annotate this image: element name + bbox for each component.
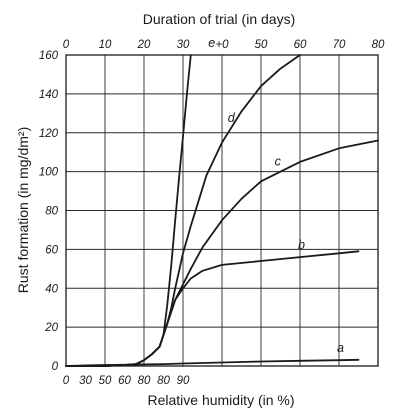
y-tick-label: 120 [39, 128, 59, 140]
x-tick-label: 30 [79, 375, 92, 387]
y-tick-label: 140 [39, 89, 59, 101]
y-tick-labels: 0 20 40 60 80 100 120 140 160 [39, 50, 59, 373]
x-tick-label: 80 [138, 375, 151, 387]
series-line-e [65, 54, 192, 367]
x-tick-label: 90 [177, 375, 190, 387]
x2-tick-label: 0 [63, 39, 70, 51]
x2-tick-labels: 0 10 20 30 +0 50 60 70 80 [63, 39, 385, 51]
x2-tick-label: 50 [255, 39, 268, 51]
series-label-b: b [298, 238, 305, 252]
series-labels: a b c d e [208, 36, 344, 355]
series-label-e: e [208, 36, 215, 50]
y-tick-label: 80 [45, 206, 58, 218]
x2-tick-label: 70 [333, 39, 346, 51]
series-label-c: c [275, 155, 282, 169]
series-line-a [65, 358, 360, 367]
x-tick-label: 0 [63, 375, 70, 387]
x2-tick-label: 60 [294, 39, 307, 51]
x-tick-label: 60 [118, 375, 131, 387]
y-tick-label: 0 [52, 361, 59, 373]
y-tick-label: 40 [45, 283, 58, 295]
top-axis-title: Duration of trial (in days) [143, 11, 296, 27]
y-tick-label: 100 [39, 167, 59, 179]
series-line-b [65, 250, 360, 367]
y-tick-label: 160 [39, 50, 59, 62]
x2-tick-label: 30 [177, 39, 190, 51]
y-tick-label: 60 [45, 244, 58, 256]
x2-tick-label: 20 [137, 39, 151, 51]
x-tick-labels: 0 30 50 60 80 80 90 [63, 375, 190, 387]
series-label-d: d [228, 111, 236, 125]
y-tick-label: 20 [44, 322, 58, 334]
grid-lines [65, 54, 379, 367]
x2-tick-label: +0 [215, 39, 229, 51]
x-tick-label: 80 [157, 375, 170, 387]
x2-tick-label: 10 [99, 39, 112, 51]
x2-tick-label: 80 [372, 39, 385, 51]
y-axis-title: Rust formation (in mg/dm²) [15, 127, 31, 293]
x-tick-label: 50 [99, 375, 112, 387]
plot-frame [65, 54, 379, 367]
x-axis-title: Relative humidity (in %) [147, 392, 294, 408]
series-curves [65, 54, 379, 367]
series-label-a: a [337, 341, 344, 355]
